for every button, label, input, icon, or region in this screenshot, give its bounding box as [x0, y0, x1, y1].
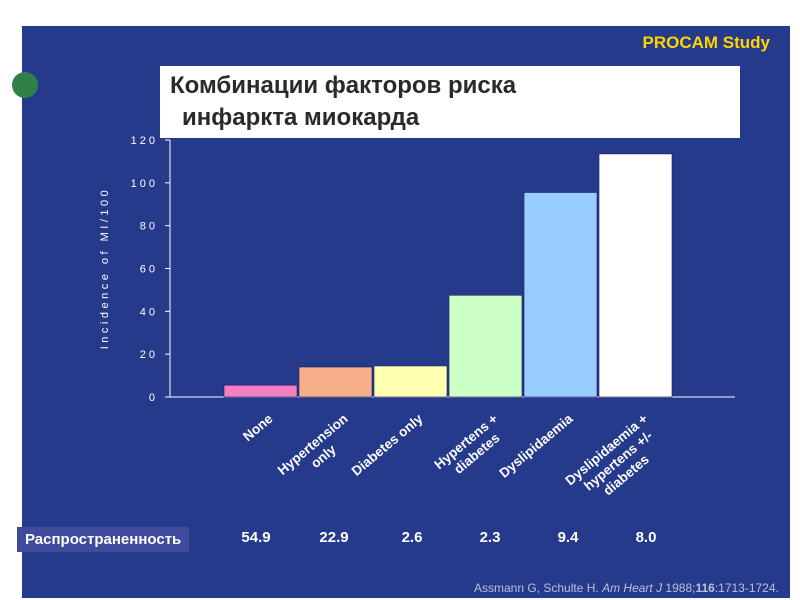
x-tick-label-line: Hypertension: [275, 411, 351, 478]
x-tick-label-line: None: [240, 411, 276, 445]
bar-1: [298, 366, 373, 398]
x-tick-label-2: Diabetes only: [349, 411, 426, 479]
prevalence-value-2: 2.6: [402, 529, 423, 546]
prevalence-value-3: 2.3: [480, 529, 501, 546]
y-tick-label: 80: [140, 221, 158, 233]
bullet-dot-icon: [12, 72, 38, 98]
citation-volume: 116: [695, 581, 715, 595]
prevalence-value-4: 9.4: [558, 529, 580, 546]
y-tick-label: 100: [131, 178, 158, 190]
x-tick-label-5: Dyslipidaemia +hypertens +/-diabetes: [562, 411, 655, 498]
citation: Assmann G, Schulte H. Am Heart J 1988;11…: [474, 581, 779, 595]
y-tick-label: 120: [131, 135, 158, 147]
y-axis-label: Incidence of MI/100: [99, 187, 111, 350]
citation-year: 1988;: [665, 581, 696, 595]
bar-3: [448, 294, 523, 398]
citation-authors: Assmann G, Schulte H.: [474, 581, 599, 595]
y-tick-label: 60: [140, 264, 158, 276]
x-tick-label-4: Dyslipidaemia: [496, 411, 576, 481]
bar-2: [373, 365, 448, 398]
y-tick-label: 0: [149, 392, 158, 404]
prevalence-value-0: 54.9: [241, 529, 270, 546]
prevalence-values: 54.9 22.9 2.6 2.3 9.4 8.0: [241, 529, 656, 546]
x-tick-label-line: Dyslipidaemia: [496, 411, 576, 481]
citation-pages: :1713-1724.: [714, 581, 779, 595]
bar-4: [523, 192, 598, 398]
x-tick-label-0: None: [240, 411, 276, 445]
title-box: Комбинации факторов риска инфаркта миока…: [160, 66, 740, 138]
study-label: PROCAM Study: [642, 33, 771, 52]
prevalence-value-5: 8.0: [636, 529, 657, 546]
prevalence-value-1: 22.9: [319, 529, 348, 546]
bar-series: [223, 153, 673, 398]
y-tick-label: 20: [140, 349, 158, 361]
bar-0: [223, 384, 298, 398]
bar-5: [598, 153, 673, 398]
prevalence-label: Распространенность: [17, 527, 190, 552]
y-tick-label: 40: [140, 306, 158, 318]
title-line-2: инфаркта миокарда: [182, 104, 420, 131]
citation-journal: Am Heart J: [602, 581, 663, 595]
title-line-1: Комбинации факторов риска: [170, 72, 517, 99]
x-tick-label-line: Diabetes only: [349, 411, 426, 479]
